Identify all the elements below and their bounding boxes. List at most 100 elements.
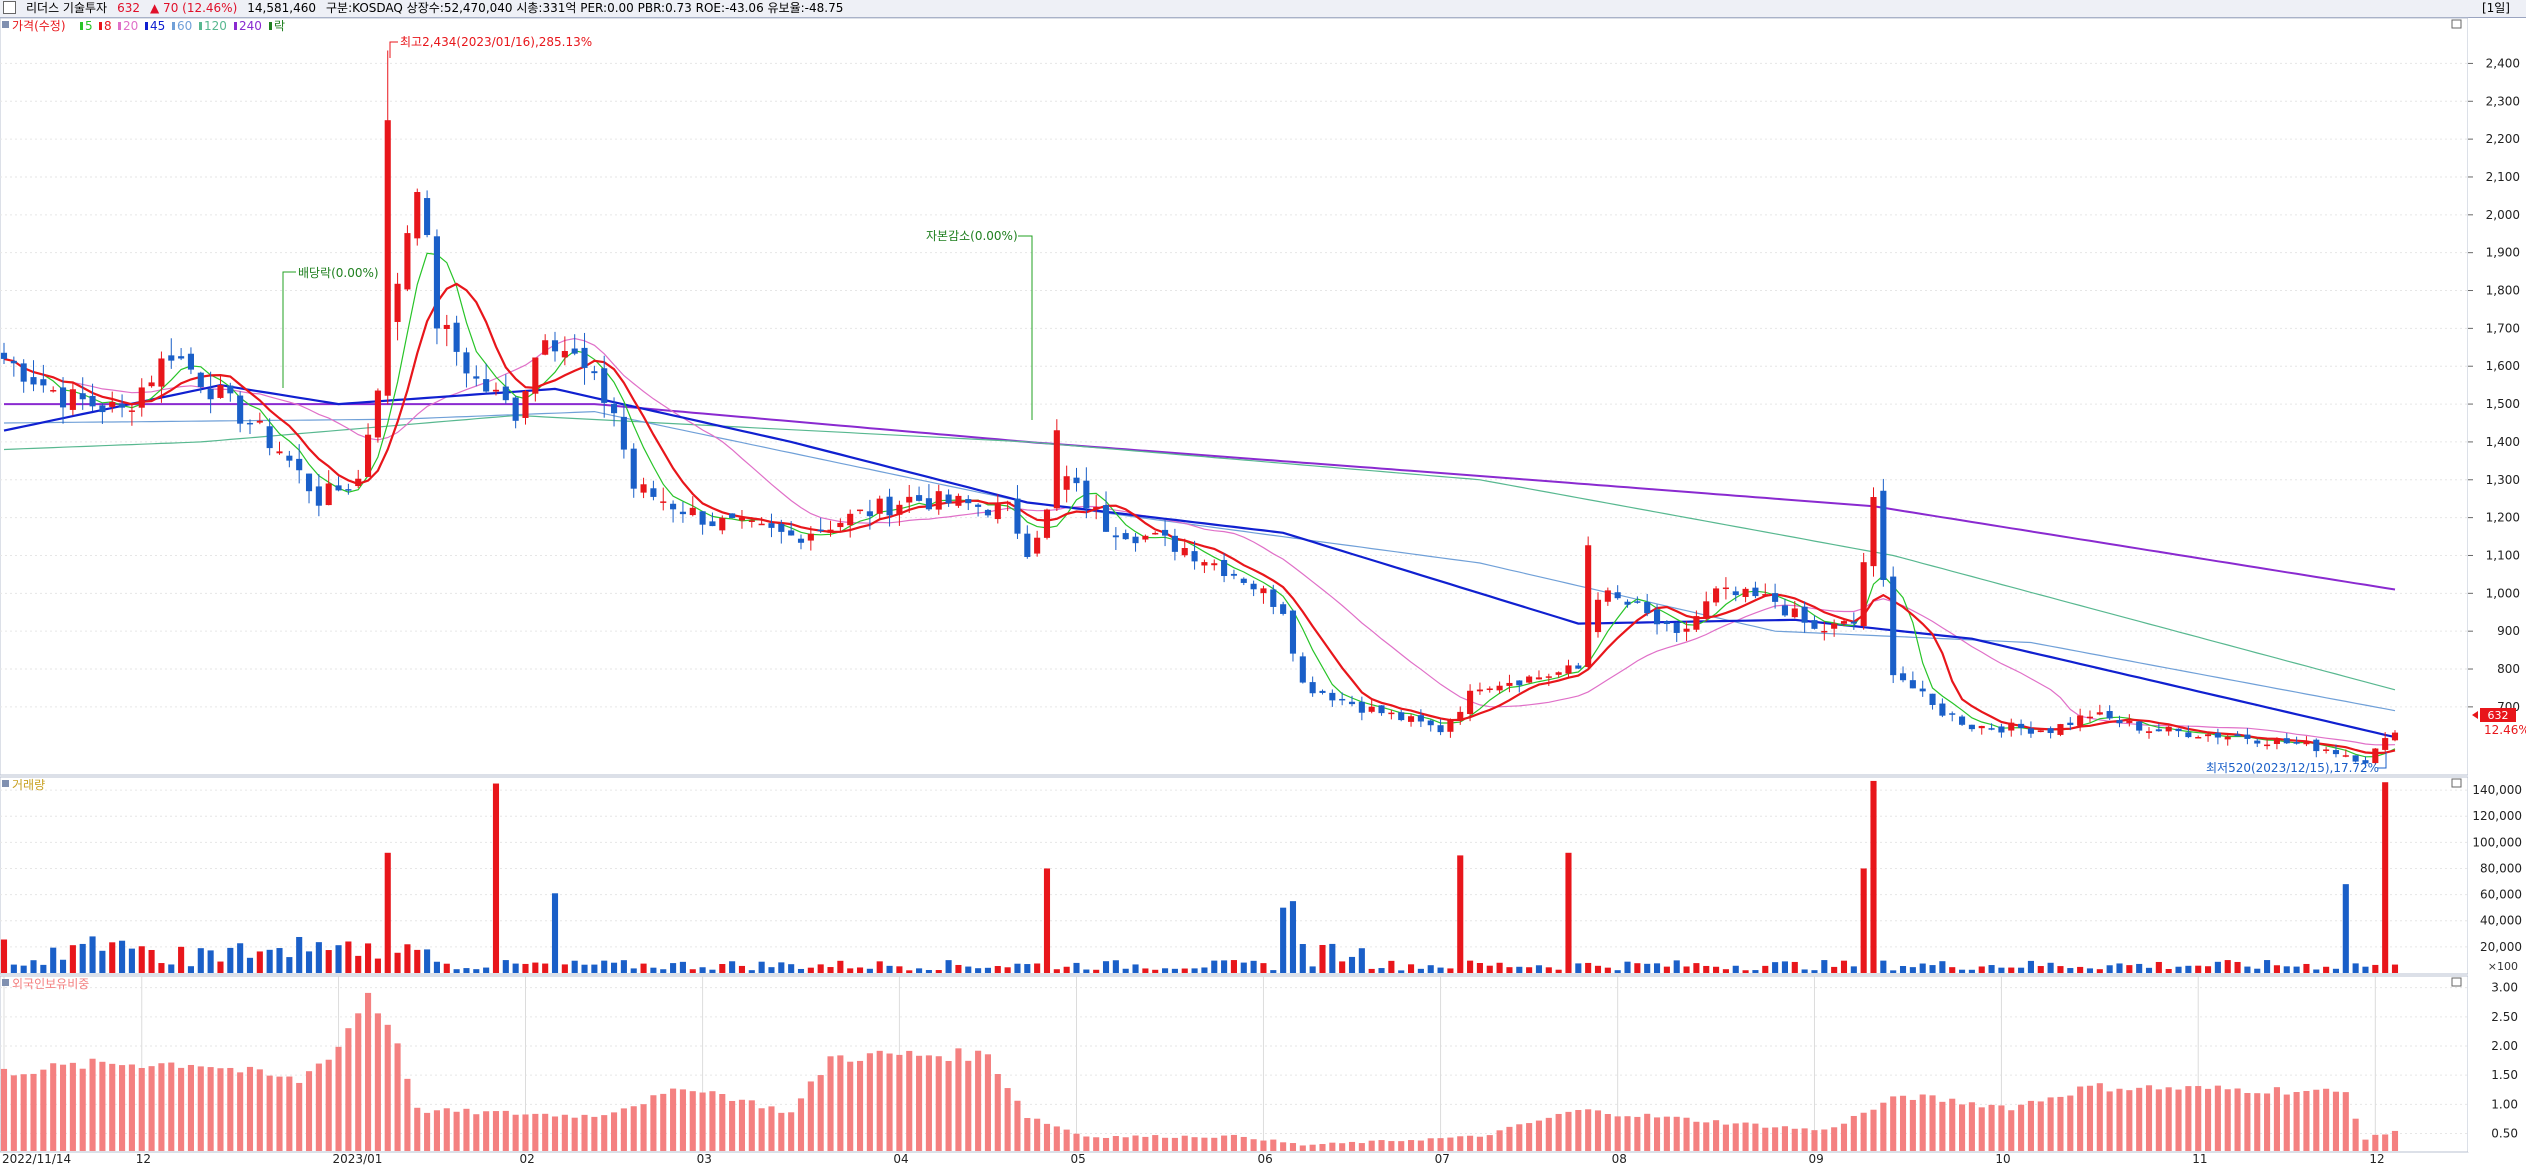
volume-bar <box>1506 967 1513 973</box>
candle-body <box>945 494 952 504</box>
foreign-bar <box>561 1114 568 1151</box>
candle-body <box>2136 721 2143 731</box>
foreign-bar <box>1368 1140 1375 1151</box>
candle-body <box>424 198 431 236</box>
volume-bar <box>2018 967 2025 973</box>
candle-body <box>1152 532 1159 535</box>
volume-bar <box>1949 967 1956 973</box>
foreign-bar <box>1703 1122 1710 1151</box>
volume-pane-button[interactable] <box>2451 778 2462 788</box>
foreign-bar <box>50 1063 57 1151</box>
candle-body <box>1437 725 1444 733</box>
x-tick-label: 02 <box>519 1152 534 1166</box>
foreign-bar <box>1496 1130 1503 1151</box>
candle-body <box>699 511 706 525</box>
volume-bar <box>1624 961 1631 973</box>
volume-bar <box>1801 969 1808 973</box>
low-annotation: 최저520(2023/12/15),17.72% <box>2206 761 2379 775</box>
volume-bar <box>1919 963 1926 973</box>
candle-body <box>315 486 322 506</box>
price-tick-label: 2,100 <box>2486 170 2520 184</box>
foreign-bar <box>1850 1115 1857 1151</box>
price-pane-button[interactable] <box>2451 19 2462 29</box>
foreign-bar <box>994 1074 1001 1151</box>
volume-bar <box>2165 969 2172 973</box>
high-annotation: 최고2,434(2023/01/16),285.13% <box>400 35 592 49</box>
foreign-bar <box>601 1115 608 1151</box>
ma240-line <box>4 403 2396 591</box>
candle-body <box>1850 621 1857 624</box>
foreign-bar <box>1594 1110 1602 1151</box>
foreign-bar <box>148 1066 155 1151</box>
header-checkbox[interactable] <box>3 1 16 14</box>
candle-body <box>1093 507 1100 510</box>
candle-body <box>2273 738 2280 744</box>
foreign-bar <box>325 1059 332 1151</box>
candle-body <box>1486 688 1493 691</box>
volume-bar <box>797 968 805 973</box>
volume-bar <box>1890 970 1897 973</box>
foreign-bar <box>404 1078 411 1151</box>
foreign-bar <box>1653 1117 1661 1151</box>
volume-bar <box>1368 968 1375 973</box>
candle-body <box>1594 599 1602 633</box>
period-selector[interactable]: [1일] <box>2481 1 2510 15</box>
candle-body <box>965 499 972 504</box>
candle-body <box>1230 573 1237 576</box>
foreign-bar <box>610 1112 618 1151</box>
candle-body <box>807 533 814 541</box>
foreign-bar <box>1004 1088 1011 1151</box>
volume-bar <box>286 957 293 973</box>
foreign-bar <box>1732 1123 1739 1151</box>
foreign-bar <box>2342 1092 2349 1151</box>
current-price: 632 <box>117 1 141 15</box>
foreign-bar <box>827 1056 834 1151</box>
volume-bar <box>1575 963 1582 973</box>
volume-bar <box>453 969 460 973</box>
foreign-bar <box>2303 1090 2310 1151</box>
candle-body <box>955 495 962 506</box>
foreign-bar <box>1034 1118 1041 1151</box>
volume-bar <box>837 960 844 973</box>
volume-bar <box>1585 962 1592 973</box>
foreign-box-icon <box>2 979 9 986</box>
volume-bar <box>345 941 352 973</box>
candle-body <box>59 387 67 408</box>
foreign-bar <box>246 1066 254 1151</box>
candle-body <box>876 498 883 514</box>
foreign-bar <box>1201 1137 1208 1151</box>
foreign-bar <box>2362 1139 2369 1151</box>
foreign-bar <box>453 1111 460 1151</box>
candle-body <box>1162 529 1169 536</box>
volume-bar <box>1988 965 1995 973</box>
foreign-bar <box>1211 1137 1218 1151</box>
volume-bar <box>59 959 67 973</box>
volume-bar <box>119 940 126 973</box>
foreign-bar <box>1713 1120 1720 1151</box>
volume-bar <box>2303 963 2310 973</box>
candle-body <box>1870 497 1877 567</box>
candle-body <box>1949 713 1956 715</box>
foreign-bar <box>945 1060 952 1151</box>
volume-bar <box>1762 965 1769 973</box>
foreign-bar <box>679 1089 686 1151</box>
foreign-bar <box>1043 1123 1051 1151</box>
volume-bar <box>1673 960 1680 973</box>
volume-bar <box>758 961 765 973</box>
foreign-bar <box>2352 1118 2359 1151</box>
foreign-pane-button[interactable] <box>2451 977 2462 987</box>
foreign-bar <box>2165 1087 2172 1151</box>
price-tick-label: 1,100 <box>2486 548 2520 562</box>
foreign-bar <box>1142 1136 1149 1151</box>
x-tick-label: 09 <box>1808 1152 1823 1166</box>
candle-body <box>1417 715 1424 722</box>
candle-body <box>1988 728 1995 730</box>
foreign-bar <box>2244 1092 2251 1151</box>
candle-body <box>1634 601 1641 603</box>
volume-bar <box>2008 967 2015 973</box>
candle-body <box>2086 716 2094 719</box>
legend-ma-swatch <box>99 22 102 30</box>
volume-bar <box>414 949 421 973</box>
foreign-bar <box>1240 1136 1247 1151</box>
